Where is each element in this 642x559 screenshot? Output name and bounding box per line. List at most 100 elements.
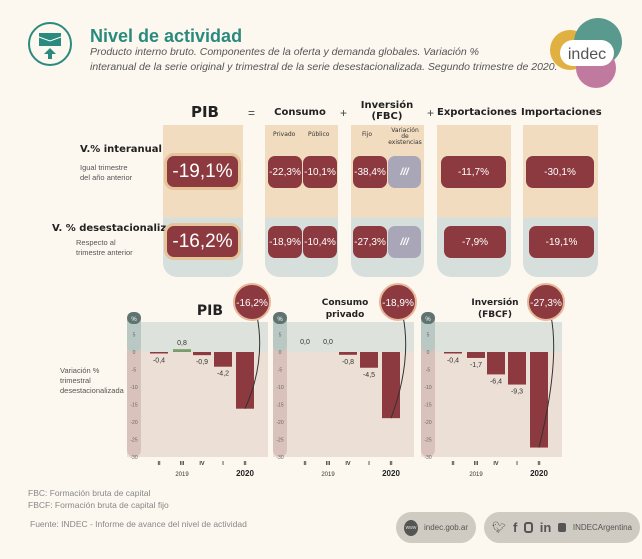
sub-variacion: Variación de existencias [388, 127, 422, 146]
data-label: -0,9 [196, 359, 208, 366]
x-tick-label: II [303, 461, 307, 467]
y-tick-label: -20 [276, 420, 283, 426]
data-label: 0,0 [300, 339, 310, 346]
row-sub-desest: Respecto al trimestre anterior [76, 238, 133, 258]
y-axis-strip-top [421, 314, 435, 352]
card-exportaciones-desest: -7,9% [444, 226, 506, 258]
highlight-bubble [527, 283, 565, 321]
y-tick-label: -25 [130, 438, 137, 444]
ylabel-line: desestacionalizada [60, 386, 124, 395]
unit-label: % [425, 317, 431, 323]
bar [508, 352, 526, 385]
bar [193, 352, 211, 356]
x-tick-label: III [474, 461, 479, 467]
y-tick-label: -30 [424, 455, 431, 461]
bar [487, 352, 505, 375]
card-fijo-interanual: -38,4% [353, 156, 387, 188]
card-publico-interanual: -10,1% [303, 156, 337, 188]
social-links[interactable]: 🐦︎ f in INDECArgentina [484, 512, 640, 543]
x-tick-label: III [326, 461, 331, 467]
sub-privado: Privado [273, 131, 296, 138]
unit-cap [127, 312, 141, 324]
unit-label: % [277, 317, 283, 323]
y-tick-label: 5 [427, 333, 430, 339]
indec-logo: indec [546, 16, 626, 88]
callout-line [390, 315, 407, 419]
row-label-desest: V. % desestacionalizada [52, 223, 187, 234]
data-label: -0,4 [153, 357, 165, 364]
x-tick-label: I [222, 461, 224, 467]
data-label: -9,3 [511, 389, 523, 396]
data-label: 0,0 [323, 339, 333, 346]
y-tick-label: -25 [276, 438, 283, 444]
data-label: -1,7 [470, 362, 482, 369]
chart-title: privado [326, 310, 365, 320]
chart-title: Consumo [322, 298, 369, 308]
col-pib: PIB [190, 103, 219, 121]
card-exportaciones-interanual: -11,7% [441, 156, 506, 188]
linkedin-icon[interactable]: in [539, 520, 552, 535]
row-label-interanual: V.% interanual [80, 144, 162, 155]
instagram-icon[interactable] [524, 522, 533, 533]
document-upload-icon [28, 22, 72, 66]
y-tick-label: -5 [278, 368, 283, 374]
bar [173, 349, 191, 352]
positive-band [273, 322, 414, 352]
col-inversion-line1: Inversión [360, 100, 414, 111]
facebook-icon[interactable]: f [512, 520, 518, 535]
card-pib-interanual: -19,1% [164, 153, 241, 190]
x-tick-label: IV [493, 461, 499, 467]
highlight-bubble [233, 283, 271, 321]
source: Fuente: INDEC - Informe de avance del ni… [30, 519, 247, 529]
y-tick-label: -20 [424, 420, 431, 426]
row-sub-line: Igual trimestre [80, 163, 128, 172]
x-tick-label: II [389, 461, 393, 467]
svg-text:indec: indec [568, 46, 606, 63]
year-label: 2020 [530, 469, 548, 478]
bar [360, 352, 378, 368]
x-tick-label: II [243, 461, 247, 467]
www-icon: www [404, 519, 418, 536]
bar [236, 352, 254, 409]
data-label: -0,8 [342, 359, 354, 366]
ylabel-line: trimestral [60, 376, 91, 385]
charts-ylabel: Variación % trimestral desestacionalizada [60, 366, 124, 396]
row-sub-line: trimestre anterior [76, 248, 133, 257]
website-link[interactable]: www indec.gob.ar [396, 512, 476, 543]
page-title: Nivel de actividad [90, 26, 243, 46]
y-tick-label: -10 [276, 385, 283, 391]
col-inversion-line2: (FBC) [371, 111, 403, 122]
equals-sign: = [248, 106, 256, 120]
positive-band [421, 322, 562, 352]
chart-title: Inversión [471, 297, 518, 308]
row-sub-line: del año anterior [80, 173, 133, 182]
chart-title: (FBCF) [478, 310, 512, 320]
data-label: -4,5 [363, 372, 375, 379]
card-fijo-desest: -27,3% [353, 226, 387, 258]
card-variacion-desest: /// [388, 226, 421, 258]
y-tick-label: -5 [426, 368, 431, 374]
sub-fijo: Fijo [362, 131, 373, 138]
bar [214, 352, 232, 367]
subtitle-line-2: interanual de la serie original y trimes… [90, 61, 558, 73]
youtube-icon[interactable] [558, 523, 566, 532]
unit-label: % [131, 317, 137, 323]
twitter-icon[interactable]: 🐦︎ [492, 522, 506, 534]
ylabel-line: Variación % [60, 366, 100, 375]
y-tick-label: -15 [424, 403, 431, 409]
unit-cap [273, 312, 287, 324]
col-consumo: Consumo [274, 107, 326, 118]
y-tick-label: -15 [130, 403, 137, 409]
bar [444, 352, 462, 354]
y-tick-label: 0 [427, 350, 430, 356]
data-label: -0,4 [447, 357, 459, 364]
y-tick-label: -10 [130, 385, 137, 391]
plus-sign: + [340, 106, 348, 120]
bar [467, 352, 485, 358]
bar [530, 352, 548, 448]
y-tick-label: -5 [132, 368, 137, 374]
x-tick-label: I [368, 461, 370, 467]
x-tick-label: IV [199, 461, 205, 467]
minus-sign: - [513, 106, 517, 120]
